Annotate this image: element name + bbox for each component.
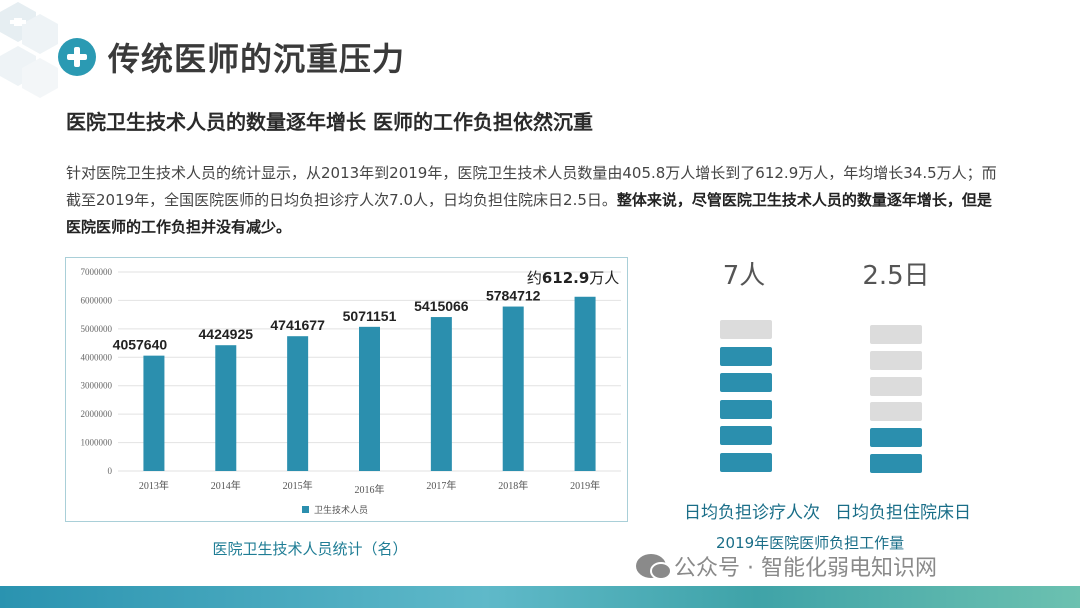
x-tick-label: 2013年 (139, 479, 169, 492)
chart-canvas: 0 1000000 2000000 3000000 4000000 5000000 6000… (81, 267, 621, 516)
empty-block (720, 320, 772, 339)
y-tick-label: 3000000 (81, 381, 113, 391)
bar (143, 355, 165, 471)
summary-paragraph: 针对医院卫生技术人员的统计显示，从2013年到2019年，医院卫生技术人员数量由… (66, 160, 1006, 241)
y-tick-label: 2000000 (81, 409, 113, 419)
data-label: 5784712 (486, 288, 541, 304)
y-tick-label: 5000000 (81, 324, 113, 334)
bar (502, 306, 524, 471)
empty-block (870, 376, 922, 396)
hexagon-decoration (0, 2, 58, 98)
filled-block (720, 453, 772, 472)
visits-label: 日均负担诊疗人次 (684, 503, 820, 523)
data-label: 5415066 (414, 298, 469, 314)
y-tick-label: 4000000 (81, 352, 113, 362)
filled-block (870, 428, 922, 448)
workload-caption: 2019年医院医师负担工作量 (716, 534, 905, 552)
watermark: 公众号 · 智能化弱电知识网 (636, 550, 937, 582)
chart-caption: 医院卫生技术人员统计（名） (212, 540, 408, 558)
medical-cross-icon (58, 38, 96, 76)
x-tick-label: 2015年 (283, 479, 313, 492)
empty-block (870, 350, 922, 370)
bar-annotation: 约612.9万人 (527, 269, 619, 287)
bar (287, 336, 309, 471)
x-tick-label: 2017年 (426, 479, 456, 492)
x-tick-label: 2014年 (211, 479, 241, 492)
data-label: 4741677 (270, 317, 325, 333)
y-tick-label: 1000000 (81, 438, 113, 448)
bed-days-block-stack (870, 325, 922, 473)
summary-conclusion: 整体来说，尽管医院卫生技术人员的数量逐年增长，但是医院医师的工作负担并没有减少。 (66, 191, 992, 236)
x-tick-label: 2018年 (498, 479, 528, 492)
empty-block (870, 402, 922, 422)
x-tick-label: 2016年 (355, 483, 385, 496)
visits-value: 7人 (722, 261, 766, 291)
summary-text: 针对医院卫生技术人员的统计显示，从2013年到2019年，医院卫生技术人员数量由… (66, 164, 997, 209)
bar (574, 296, 596, 471)
bar (359, 326, 380, 471)
staff-bar-chart: 0 1000000 2000000 3000000 4000000 5000000 6000… (65, 257, 628, 522)
x-tick-label: 2019年 (570, 479, 600, 492)
empty-block (870, 325, 922, 344)
data-label: 4424925 (199, 326, 254, 342)
legend-swatch (302, 506, 309, 513)
filled-block (720, 346, 772, 366)
y-tick-label: 7000000 (81, 267, 113, 277)
section-subtitle: 医院卫生技术人员的数量逐年增长 医师的工作负担依然沉重 (66, 110, 593, 134)
data-label: 5071151 (343, 308, 397, 324)
page-title: 传统医师的沉重压力 (108, 40, 406, 78)
y-tick-label: 0 (108, 466, 113, 476)
data-label: 4057640 (113, 337, 168, 353)
filled-block (870, 454, 922, 473)
bar (215, 345, 237, 471)
bar (430, 317, 452, 471)
bed-days-label: 日均负担住院床日 (835, 503, 971, 523)
y-tick-label: 6000000 (81, 295, 113, 305)
visits-block-stack (720, 320, 772, 472)
wechat-icon (636, 554, 672, 580)
filled-block (720, 399, 772, 419)
bottom-gradient-bar (0, 586, 1080, 608)
filled-block (720, 373, 772, 393)
bed-days-value: 2.5日 (862, 261, 930, 291)
watermark-text: 公众号 · 智能化弱电知识网 (674, 556, 937, 581)
legend-label: 卫生技术人员 (314, 504, 368, 516)
filled-block (720, 426, 772, 446)
